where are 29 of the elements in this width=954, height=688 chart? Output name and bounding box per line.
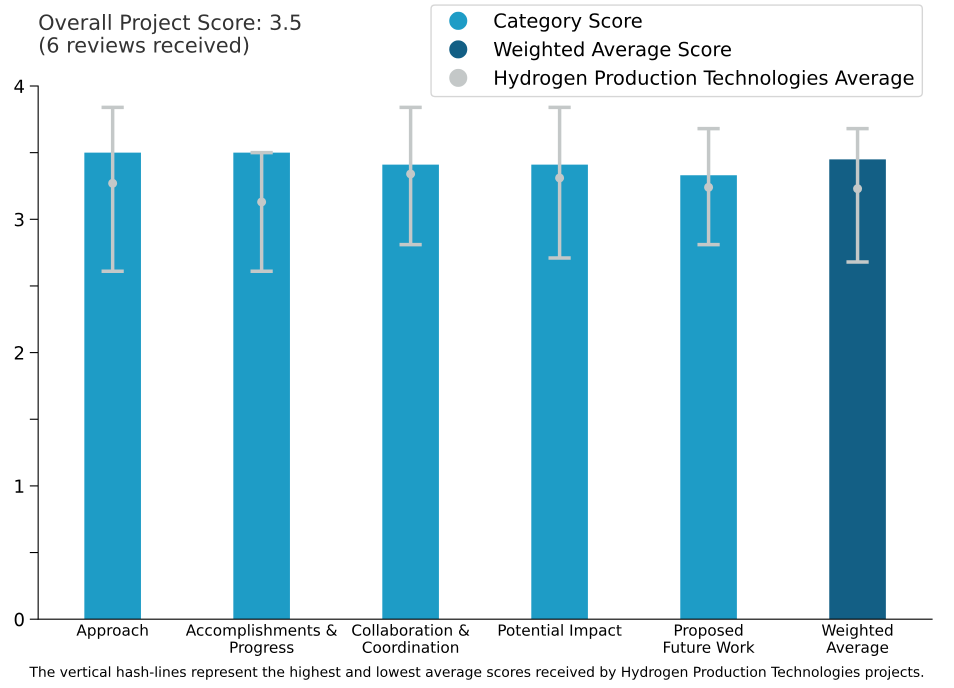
y-tick-label: 0 — [14, 612, 24, 626]
bar — [84, 152, 141, 620]
point — [257, 197, 266, 206]
x-tick-label: Potential Impact — [498, 624, 622, 639]
y-tick-label: 4 — [14, 80, 24, 93]
point — [108, 178, 118, 188]
point — [406, 169, 416, 178]
x-tick-label: Proposed Future Work — [664, 624, 755, 653]
text: The vertical hash-lines represent the highest and lowest average scores received by Hydrogen Production Technologies projects. — [29, 666, 924, 680]
point — [853, 184, 862, 194]
x-tick-label: Collaboration & Coordination — [352, 624, 470, 653]
y-tick-label: 2 — [14, 346, 24, 360]
x-tick-label: Approach — [76, 624, 148, 639]
bar — [829, 159, 886, 620]
x-tick-label: Accomplishments & Progress — [186, 624, 338, 656]
legend-label: Weighted Average Score — [494, 41, 731, 60]
y-tick-label: 1 — [15, 480, 24, 493]
bar — [382, 164, 439, 620]
x-tick-label: Weighted Average — [822, 624, 892, 656]
legend-label: Hydrogen Production Technologies Average — [495, 70, 914, 89]
chart-title: Overall Project Score: 3.5 — [39, 14, 300, 34]
bar — [680, 175, 737, 620]
bar — [531, 164, 588, 620]
bar — [233, 152, 290, 620]
point — [704, 182, 714, 192]
point — [555, 173, 564, 182]
legend-label: Category Score — [494, 13, 642, 32]
chart-subtitle: (6 reviews received) — [40, 36, 248, 56]
y-tick-label: 3 — [14, 212, 24, 226]
